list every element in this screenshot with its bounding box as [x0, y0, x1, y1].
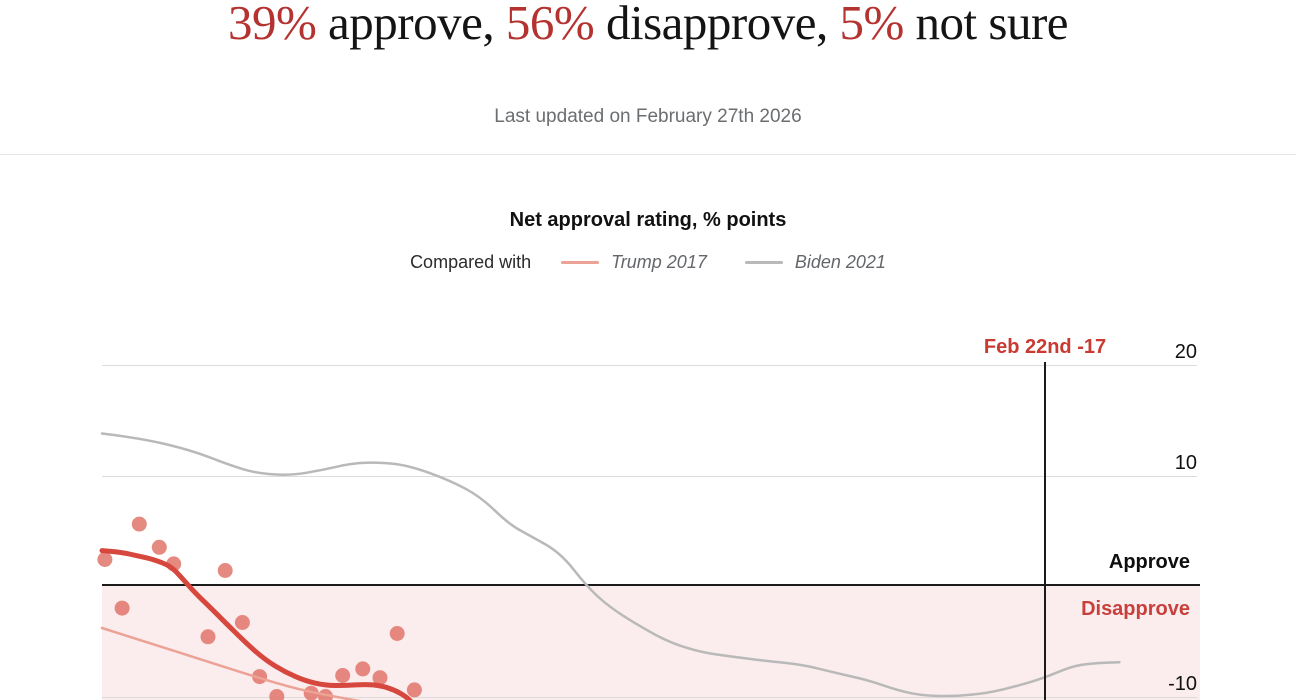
- poll-dot: [97, 552, 113, 567]
- poll-dot: [372, 670, 388, 686]
- approve-zone-label: Approve: [1108, 551, 1190, 573]
- y-tick-label--10: -10: [1168, 673, 1197, 695]
- y-tick-label-10: 10: [1174, 452, 1197, 474]
- page-title: 39% approve, 56% disapprove, 5% not sure: [0, 0, 1296, 52]
- gridline-20: [102, 365, 1197, 366]
- legend-label-trump-2017: Trump 2017: [611, 252, 707, 272]
- legend-prefix: Compared with: [410, 252, 532, 272]
- disapprove-shaded-region: [102, 586, 1200, 700]
- date-cursor-line: [1044, 362, 1046, 700]
- biden-2021-line-swatch: [744, 261, 783, 264]
- section-divider: [0, 154, 1296, 155]
- disapprove-zone-label: Disapprove: [1081, 598, 1190, 620]
- data-series-svg: [97, 432, 1121, 700]
- poll-dot: [200, 629, 216, 645]
- poll-dot: [151, 539, 167, 555]
- gridline--10: [102, 697, 1197, 698]
- last-updated-text: Last updated on February 27th 2026: [494, 106, 802, 127]
- line-trump-2017: [100, 626, 361, 700]
- disapprove-percentage: 56%: [505, 0, 595, 50]
- chart-legend: Compared with Trump 2017 Biden 2021: [0, 252, 1296, 273]
- poll-dot: [355, 661, 371, 677]
- y-tick-label-20: 20: [1174, 341, 1197, 363]
- notsure-percentage: 5%: [839, 0, 904, 50]
- poll-dot: [389, 626, 405, 641]
- poll-dot: [335, 668, 351, 683]
- trump-2017-line-swatch: [561, 261, 600, 264]
- poll-dot: [406, 682, 422, 698]
- poll-dot: [131, 516, 147, 532]
- zero-axis-line: [102, 584, 1200, 586]
- cursor-annotation: Feb 22nd -17: [983, 336, 1107, 358]
- disapprove-word: disapprove,: [594, 0, 840, 50]
- approve-word: approve,: [316, 0, 506, 50]
- poll-dot: [217, 563, 233, 578]
- legend-label-biden-2021: Biden 2021: [794, 252, 886, 272]
- line-biden-2021: [100, 432, 1121, 698]
- line-trump-2025-trend: [99, 548, 414, 700]
- poll-dot: [234, 615, 250, 630]
- chart-title: Net approval rating, % points: [509, 209, 787, 231]
- poll-dot: [114, 600, 130, 616]
- poll-dot: [269, 689, 285, 700]
- gridline-10: [102, 476, 1197, 477]
- approve-percentage: 39%: [227, 0, 317, 50]
- notsure-word: not sure: [903, 0, 1069, 50]
